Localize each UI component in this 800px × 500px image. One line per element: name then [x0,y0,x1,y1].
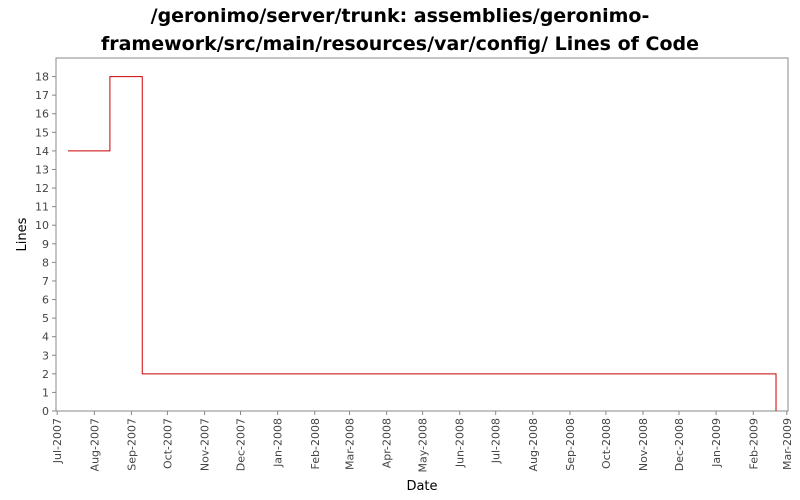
y-tick-label: 14 [35,145,49,158]
x-tick-label: Oct-2008 [600,418,613,469]
x-tick-label: Apr-2008 [381,418,394,468]
y-tick-label: 17 [35,89,49,102]
x-tick-label: Oct-2007 [161,418,174,469]
x-tick-label: Aug-2007 [88,418,101,471]
x-tick-label: Jun-2008 [454,418,467,468]
y-tick-label: 0 [42,405,49,418]
x-tick-label: Aug-2008 [527,418,540,471]
y-tick-label: 3 [42,349,49,362]
y-tick-label: 18 [35,71,49,84]
y-tick-label: 8 [42,256,49,269]
x-axis-label: Date [406,479,437,494]
x-tick-label: Feb-2008 [309,418,322,469]
y-tick-label: 10 [35,219,49,232]
x-tick-label: Sep-2007 [125,418,138,471]
y-tick-label: 9 [42,238,49,251]
y-tick-label: 13 [35,163,49,176]
chart-title: /geronimo/server/trunk: assemblies/geron… [0,2,800,58]
x-tick-label: Feb-2009 [747,418,760,469]
y-tick-label: 1 [42,386,49,399]
x-tick-label: May-2008 [417,418,430,473]
y-tick-label: 12 [35,182,49,195]
x-tick-label: Sep-2008 [564,418,577,471]
x-tick-label: Jul-2007 [51,418,64,464]
y-tick-label: 2 [42,368,49,381]
series-line [67,76,777,411]
x-tick-label: Mar-2009 [781,418,794,470]
x-tick-label: Dec-2008 [673,418,686,471]
x-tick-label: Jul-2008 [490,418,503,464]
chart-title-line-2: framework/src/main/resources/var/config/… [100,33,700,55]
x-tick-label: Nov-2007 [199,418,212,471]
y-tick-label: 5 [42,312,49,325]
y-tick-label: 4 [42,331,49,344]
y-tick-label: 15 [35,126,49,139]
x-tick-label: Jan-2009 [710,418,723,468]
y-tick-label: 7 [42,275,49,288]
x-tick-label: Nov-2008 [637,418,650,471]
chart-title-line-1: /geronimo/server/trunk: assemblies/geron… [150,5,650,27]
x-tick-label: Dec-2007 [234,418,247,471]
y-axis-label: Lines [15,217,30,251]
plot-area [55,57,789,412]
x-tick-label: Jan-2008 [272,418,285,468]
x-tick-label: Mar-2008 [344,418,357,470]
y-tick-label: 16 [35,108,49,121]
y-tick-label: 6 [42,294,49,307]
y-tick-label: 11 [35,201,49,214]
